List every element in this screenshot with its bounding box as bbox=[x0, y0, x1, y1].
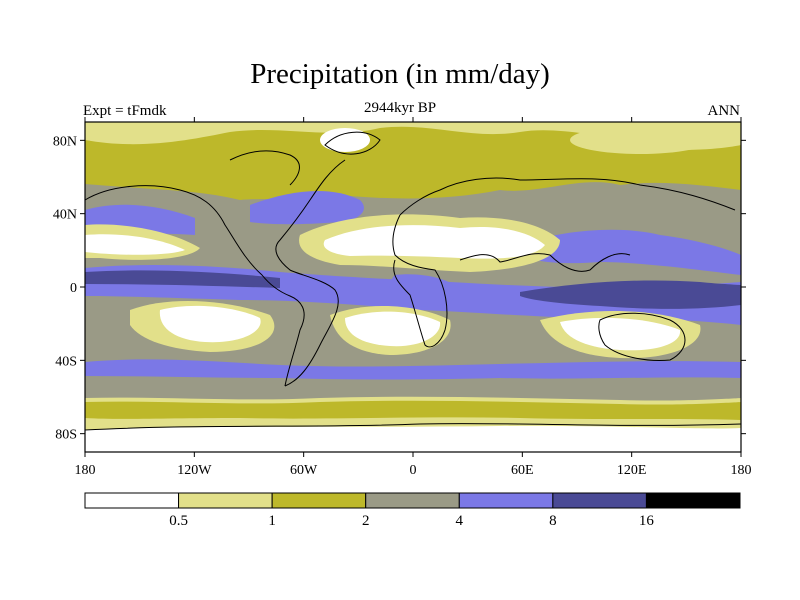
coast-americas-east bbox=[275, 159, 346, 387]
coastlines bbox=[84, 131, 742, 431]
colorbar-swatch bbox=[458, 492, 554, 509]
coast-canada bbox=[229, 150, 300, 186]
lat-tick-label: 0 bbox=[70, 281, 77, 296]
lon-tick-label: 180 bbox=[731, 463, 752, 478]
lon-tick-label: 60W bbox=[290, 463, 318, 478]
lat-tick-label: 80N bbox=[53, 134, 77, 149]
time-label: 2944kyr BP bbox=[363, 100, 437, 116]
latitude-axis: 80N 40N 0 40S 80S bbox=[53, 134, 746, 443]
colorbar-swatch bbox=[84, 492, 180, 509]
colorbar-label: 8 bbox=[549, 513, 557, 529]
field-sahara-dry bbox=[323, 225, 545, 259]
field-satl-dry bbox=[345, 311, 441, 347]
coast-greenland bbox=[324, 131, 381, 155]
lat-tick-label: 40N bbox=[53, 208, 77, 223]
colorbar-swatch bbox=[178, 492, 273, 509]
longitude-axis: 180 120W 60W 0 60E 120E 180 bbox=[75, 117, 752, 478]
colorbar-swatch bbox=[271, 492, 367, 509]
field-greenland-dry bbox=[320, 128, 370, 152]
field-spac-dry bbox=[159, 305, 261, 343]
lon-tick-label: 120E bbox=[617, 463, 647, 478]
colorbar-label: 16 bbox=[639, 513, 655, 529]
colorbar-swatch bbox=[365, 492, 460, 509]
colorbar-swatch bbox=[645, 492, 741, 509]
colorbar-swatch bbox=[552, 492, 647, 509]
coast-africa bbox=[392, 214, 448, 348]
colorbar-label: 2 bbox=[362, 513, 370, 529]
lon-tick-label: 120W bbox=[177, 463, 212, 478]
lat-tick-label: 40S bbox=[55, 354, 77, 369]
lon-tick-label: 180 bbox=[75, 463, 96, 478]
coast-asia-south bbox=[459, 253, 631, 272]
figure-title: Precipitation (in mm/day) bbox=[250, 58, 550, 90]
lat-tick-label: 80S bbox=[55, 428, 77, 443]
field-southern-storm bbox=[85, 359, 741, 380]
experiment-label: Expt = tFmdk bbox=[83, 103, 167, 119]
colorbar: 0.5 1 2 4 8 16 bbox=[84, 492, 741, 529]
coast-antarctica bbox=[84, 423, 742, 431]
colorbar-label: 0.5 bbox=[169, 513, 188, 529]
field-antarctic-dry bbox=[85, 425, 741, 452]
field-itcz-warmpool-core bbox=[520, 280, 741, 309]
colorbar-label: 4 bbox=[456, 513, 464, 529]
field-congo-wet bbox=[389, 274, 460, 307]
field-natlantic-storm bbox=[250, 190, 364, 225]
field-antarctic-olive bbox=[85, 400, 741, 420]
lon-tick-label: 60E bbox=[511, 463, 534, 478]
coast-eurasia-north bbox=[399, 177, 736, 216]
lon-tick-label: 0 bbox=[410, 463, 417, 478]
field-itcz-pacific-core bbox=[85, 270, 280, 288]
field-siberia-yellow bbox=[570, 126, 710, 154]
colorbar-label: 1 bbox=[268, 513, 276, 529]
field-aus-dry bbox=[560, 317, 681, 351]
coast-americas-west bbox=[84, 185, 305, 387]
field-asia-monsoon bbox=[520, 229, 741, 275]
season-label: ANN bbox=[707, 103, 741, 119]
field-npac-dry bbox=[85, 234, 185, 255]
precipitation-field bbox=[85, 122, 741, 452]
coast-australia bbox=[598, 312, 686, 361]
